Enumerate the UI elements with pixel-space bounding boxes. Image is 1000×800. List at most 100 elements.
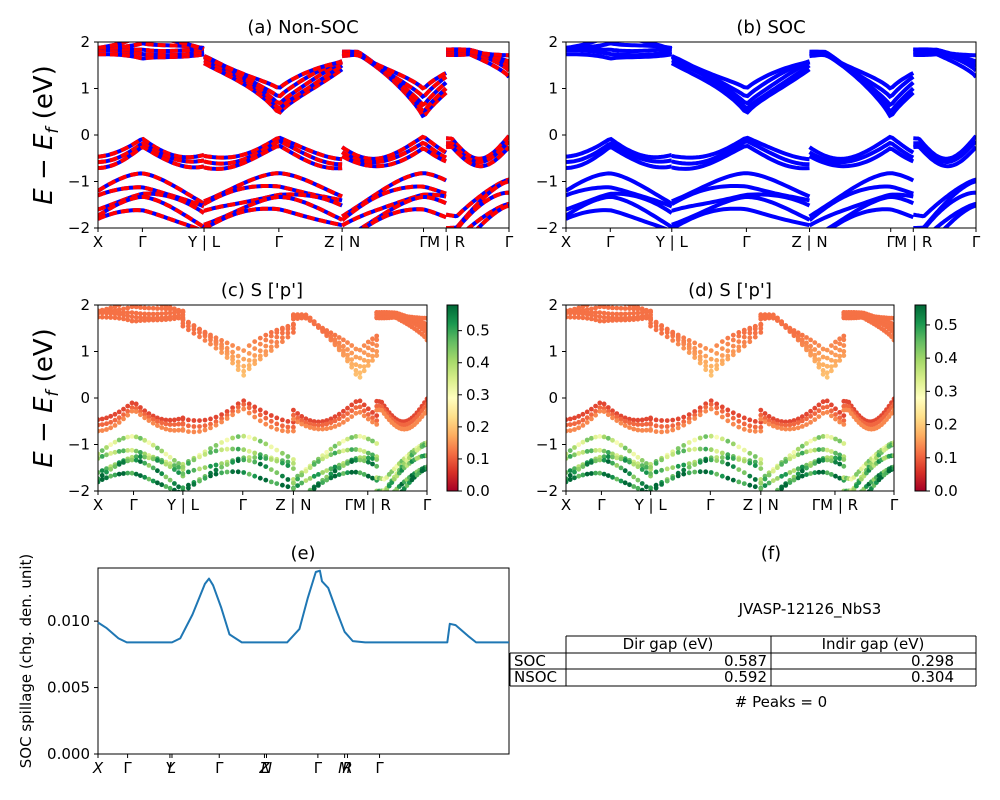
panel-c-band-point (155, 480, 160, 486)
panel-d-band-point (703, 359, 709, 365)
panel-d-band-point (648, 309, 653, 315)
panel-d-band-point (824, 447, 830, 453)
panel-c-band-point (424, 326, 427, 332)
panel-c-band-point (116, 305, 122, 308)
panel-c-band-point (349, 357, 355, 362)
panel-c-band-point (353, 469, 359, 475)
panel-d-band-point (618, 442, 624, 448)
panel-c-band-point (155, 306, 160, 311)
gap-table (509, 635, 977, 687)
panel-d-band-point (593, 408, 598, 414)
panel-d-band-point (675, 463, 681, 469)
panel-d-band-point (635, 422, 641, 427)
panel-c-band-point (345, 447, 350, 453)
panel-c-band-point (159, 471, 165, 477)
panel-c-band-point (370, 410, 375, 415)
panel-d-band-point (736, 479, 742, 485)
panel-d-band-point (714, 405, 720, 411)
panel-d-band-point (770, 420, 776, 426)
panel-d-band-point (816, 361, 822, 367)
panel-c-band-point (98, 417, 101, 423)
panel-c-band-point (328, 416, 334, 422)
panel-d-band-point (787, 325, 793, 331)
panel-c-band-point (150, 478, 156, 484)
panel-d-band-point (675, 341, 681, 347)
panel-d-band-point (791, 477, 797, 483)
panel-d-band-point (576, 451, 582, 456)
panel-c-band-point (99, 314, 105, 320)
panel-d-band-point (833, 416, 838, 422)
panel-c-band-point (112, 307, 118, 313)
panel-c-band-point (303, 478, 309, 483)
panel-d-band-point (816, 402, 822, 408)
panel-d-xtick-label: X (561, 496, 571, 514)
spillage-xtick-label: Γ (123, 759, 132, 777)
panel-c-band-point (146, 476, 152, 482)
panel-d-band-point (631, 484, 637, 489)
panel-c-band-point (257, 461, 263, 467)
panel-d-band-point (719, 414, 725, 420)
panel-a-xtick-label: Γ (275, 233, 284, 251)
panel-c-band-point (252, 450, 258, 456)
panel-c-band-point (112, 315, 118, 321)
panel-c-band-point (219, 419, 225, 425)
panel-d-band-point (566, 470, 569, 475)
panel-d-band-point (681, 471, 687, 477)
panel-c-band-point (133, 401, 139, 407)
panel-d-band-point (779, 320, 784, 326)
panel-c-band-point (252, 346, 258, 351)
panel-d-band-point (589, 310, 594, 315)
panel-d-band-point (584, 471, 590, 477)
panel-d-band-point (639, 417, 645, 423)
panel-d-band-point (730, 441, 736, 447)
panel-c-band-point (108, 466, 114, 472)
panel-d-band-point (670, 465, 676, 470)
panel-b-band-line (671, 135, 810, 162)
panel-c-band-point (116, 420, 122, 425)
panel-c-band-point (202, 465, 208, 470)
panel-c-band-point (121, 435, 126, 441)
panel-d-band-point (837, 336, 843, 342)
panel-c-band-point (291, 322, 296, 327)
panel-c-band-point (241, 348, 247, 353)
panel-c-band-point (324, 328, 330, 333)
panel-d-band-point (891, 453, 894, 459)
panel-d-band-point (725, 335, 731, 341)
panel-c-band-point (116, 461, 122, 467)
panel-c-band-point (129, 310, 135, 315)
panel-a-xtick-label: Γ (138, 233, 147, 251)
panel-d-band-point (846, 399, 852, 405)
panel-c-band-point (374, 337, 380, 343)
panel-c-band-point (370, 438, 375, 444)
panel-d-band-point (703, 434, 709, 439)
panel-c-band-point (263, 332, 269, 338)
panel-c-band-point (365, 406, 371, 412)
panel-c-band-point (307, 489, 313, 491)
panel-a-band-line (341, 146, 447, 169)
panel-d-band-point (808, 413, 813, 419)
panel-f-info: JVASP-12126_NbS3 Dir gap (eV) Indir gap … (509, 600, 977, 711)
panel-d-band-point (812, 436, 818, 442)
panel-d-band-point (820, 434, 826, 439)
colorbar-c-tick-label: 0.4 (466, 354, 490, 372)
panel-d-band-point (631, 421, 637, 427)
panel-c-band-point (316, 426, 321, 432)
panel-c-band-point (167, 464, 173, 470)
panel-d-band-point (812, 356, 818, 361)
panel-d-band-point (681, 419, 687, 425)
panel-d-band-point (614, 315, 620, 321)
panel-c-band-point (370, 336, 375, 342)
panel-c-band-point (274, 481, 280, 486)
panel-c-band-point (241, 447, 247, 453)
panel-d-band-point (833, 412, 838, 417)
panel-d-band-point (576, 305, 582, 311)
panel-c-band-point (263, 464, 269, 469)
panel-a-band-line (203, 139, 343, 167)
panel-c-band-point (208, 416, 213, 422)
panel-d-band-point (762, 415, 768, 421)
panel-d-band-point (758, 322, 764, 327)
panel-c-band-point (307, 418, 313, 423)
panel-d-band-point (584, 305, 590, 308)
panel-c-band-point (208, 446, 213, 451)
panel-c-band-point (99, 454, 105, 459)
